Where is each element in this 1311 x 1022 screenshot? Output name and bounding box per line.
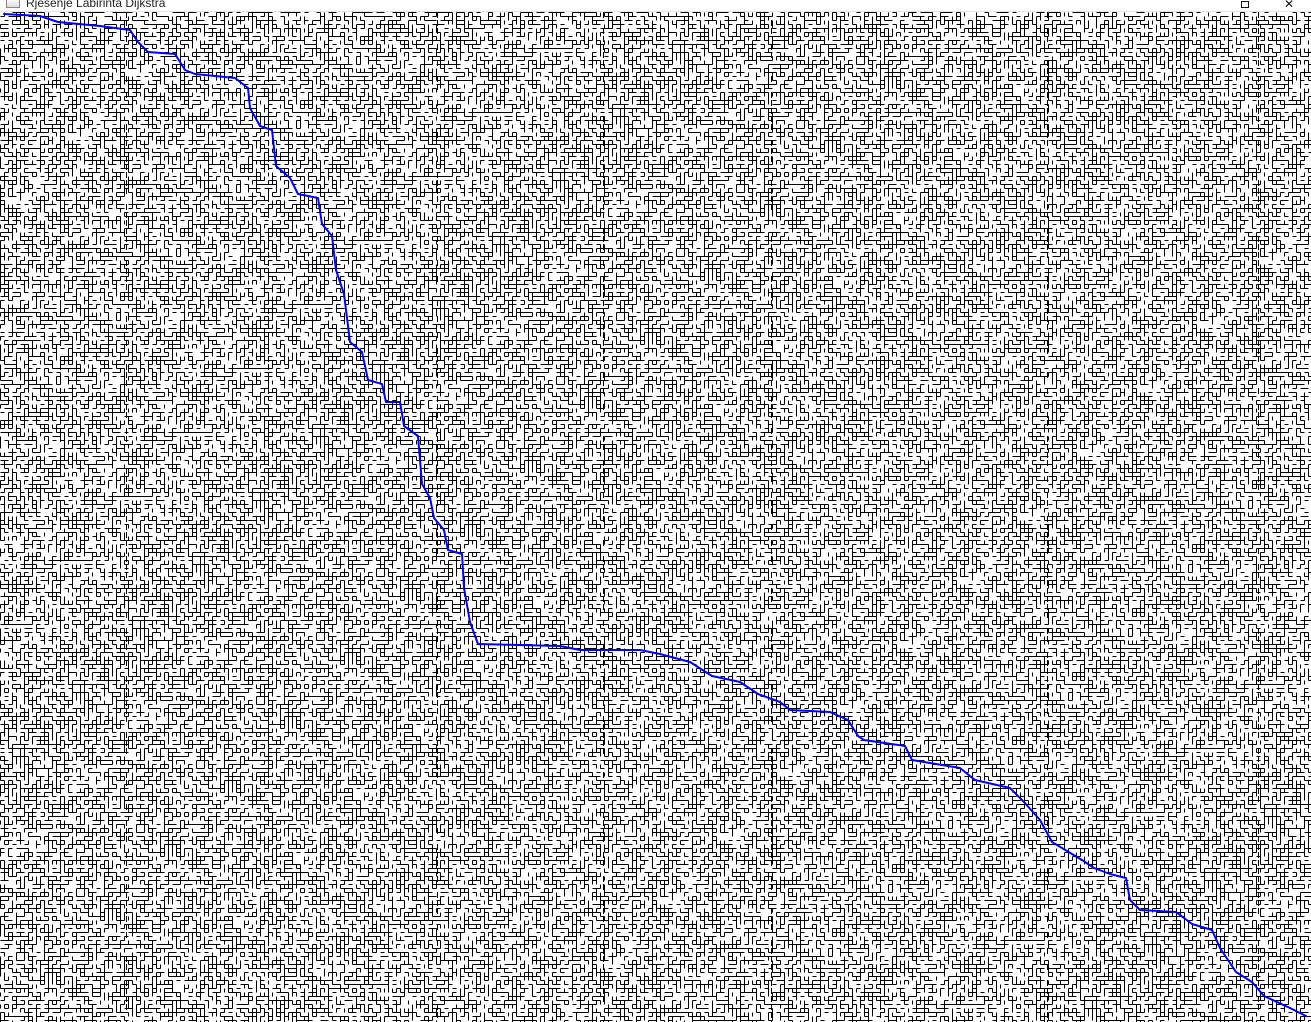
maze-canvas bbox=[0, 12, 1311, 1022]
close-button[interactable]: ✕ bbox=[1267, 0, 1311, 12]
window-title: Rješenje Labirinta Dijkstra bbox=[26, 0, 166, 10]
maze-drawing bbox=[0, 12, 1311, 1022]
title-bar[interactable]: Rješenje Labirinta Dijkstra ✕ bbox=[0, 0, 1311, 12]
solution-path bbox=[3, 13, 1307, 1017]
maximize-button[interactable] bbox=[1223, 0, 1267, 12]
close-icon: ✕ bbox=[1283, 0, 1295, 11]
maximize-icon bbox=[1241, 1, 1249, 8]
app-icon bbox=[6, 0, 20, 8]
